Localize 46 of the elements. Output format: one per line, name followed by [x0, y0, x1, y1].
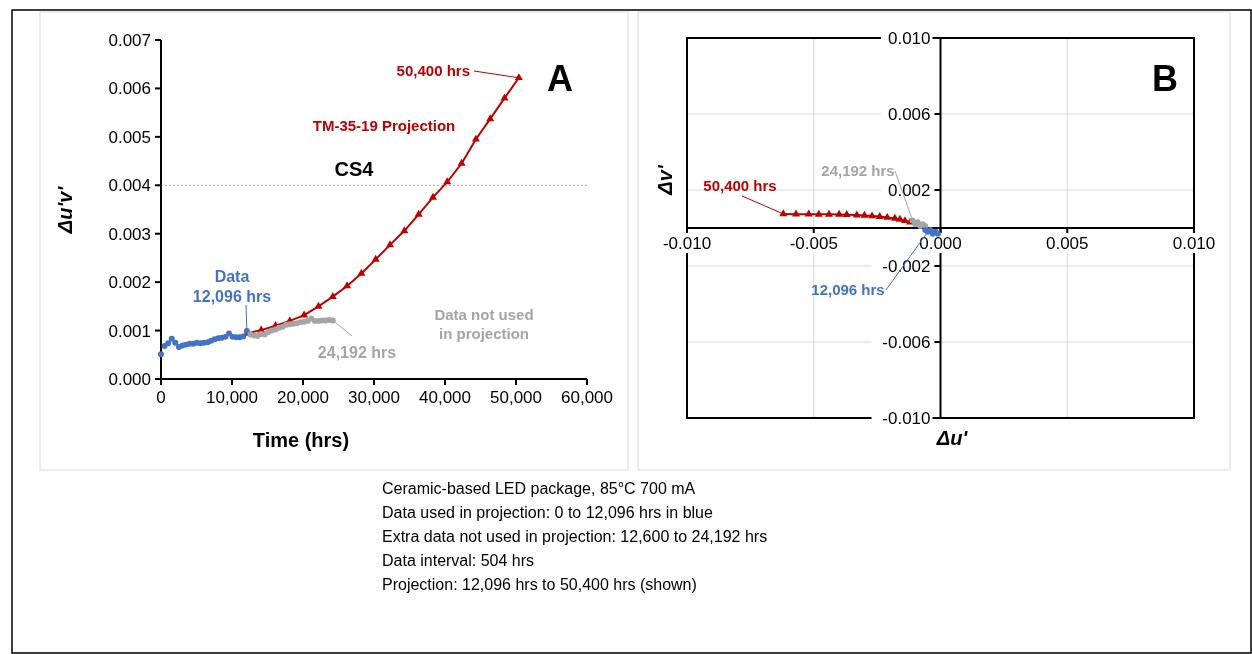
y-tick-label: 0.006 [108, 79, 151, 99]
annotation: A [547, 58, 573, 99]
x-tick-label: 0.000 [919, 234, 962, 253]
annotation: CS4 [334, 158, 375, 180]
annotation: 12,096 hrs [811, 281, 885, 298]
text: Projection: 12,096 hrs to 50,400 hrs (shown) [382, 576, 697, 593]
x-tick-label: 40,000 [419, 388, 471, 407]
annotation: 50,400 hrs [396, 62, 470, 79]
x-tick-label: 50,000 [490, 388, 542, 407]
text: Data interval: 504 hrs [382, 552, 535, 569]
annotation: 24,192 hrs [821, 162, 895, 179]
y-tick-label: 0.005 [108, 127, 151, 147]
x-tick-label: 20,000 [277, 388, 329, 407]
y-tick-label: -0.010 [882, 409, 931, 428]
x-tick-label: 10,000 [206, 388, 258, 407]
y-axis-title: Δv' [654, 164, 676, 196]
text: Ceramic-based LED package, 85°C 700 mA [382, 480, 696, 497]
y-tick-label: 0.004 [108, 176, 151, 196]
y-tick-label: 0.002 [108, 273, 151, 293]
text: Extra data not used in projection: 12,600 to 24,192 hrs [382, 528, 768, 545]
annotation: B [1152, 58, 1178, 99]
y-tick-label: -0.002 [882, 257, 931, 276]
y-tick-label: 0.006 [887, 105, 931, 124]
x-tick-label: 0.010 [1172, 234, 1216, 253]
x-axis-title: Time (hrs) [252, 429, 350, 451]
y-tick-label: 0.001 [108, 321, 151, 341]
annotation: Data 12,096 hrs [192, 268, 272, 305]
annotation: 50,400 hrs [703, 177, 777, 194]
text: Data used in projection: 0 to 12,096 hrs in blue [382, 504, 713, 521]
x-tick-label: -0.005 [789, 234, 838, 253]
y-tick-label: 0.007 [108, 31, 151, 50]
y-tick-label: -0.006 [882, 333, 931, 352]
y-tick-label: 0.003 [108, 224, 151, 244]
annotation: TM-35-19 Projection [312, 117, 456, 134]
x-tick-label: 30,000 [348, 388, 400, 407]
y-axis-title: Δu'v' [54, 185, 76, 235]
y-tick-label: 0.010 [887, 29, 931, 48]
x-axis-title: Δu' [935, 427, 969, 449]
annotation: 24,192 hrs [317, 344, 397, 361]
x-tick-label: 0 [156, 388, 166, 407]
x-tick-label: 60,000 [561, 388, 613, 407]
y-tick-label: 0.002 [887, 181, 931, 200]
x-tick-label: -0.010 [662, 234, 712, 253]
y-tick-label: 0.000 [108, 370, 151, 389]
annotation: Data not used in projection [434, 306, 534, 342]
x-tick-label: 0.005 [1045, 234, 1089, 253]
